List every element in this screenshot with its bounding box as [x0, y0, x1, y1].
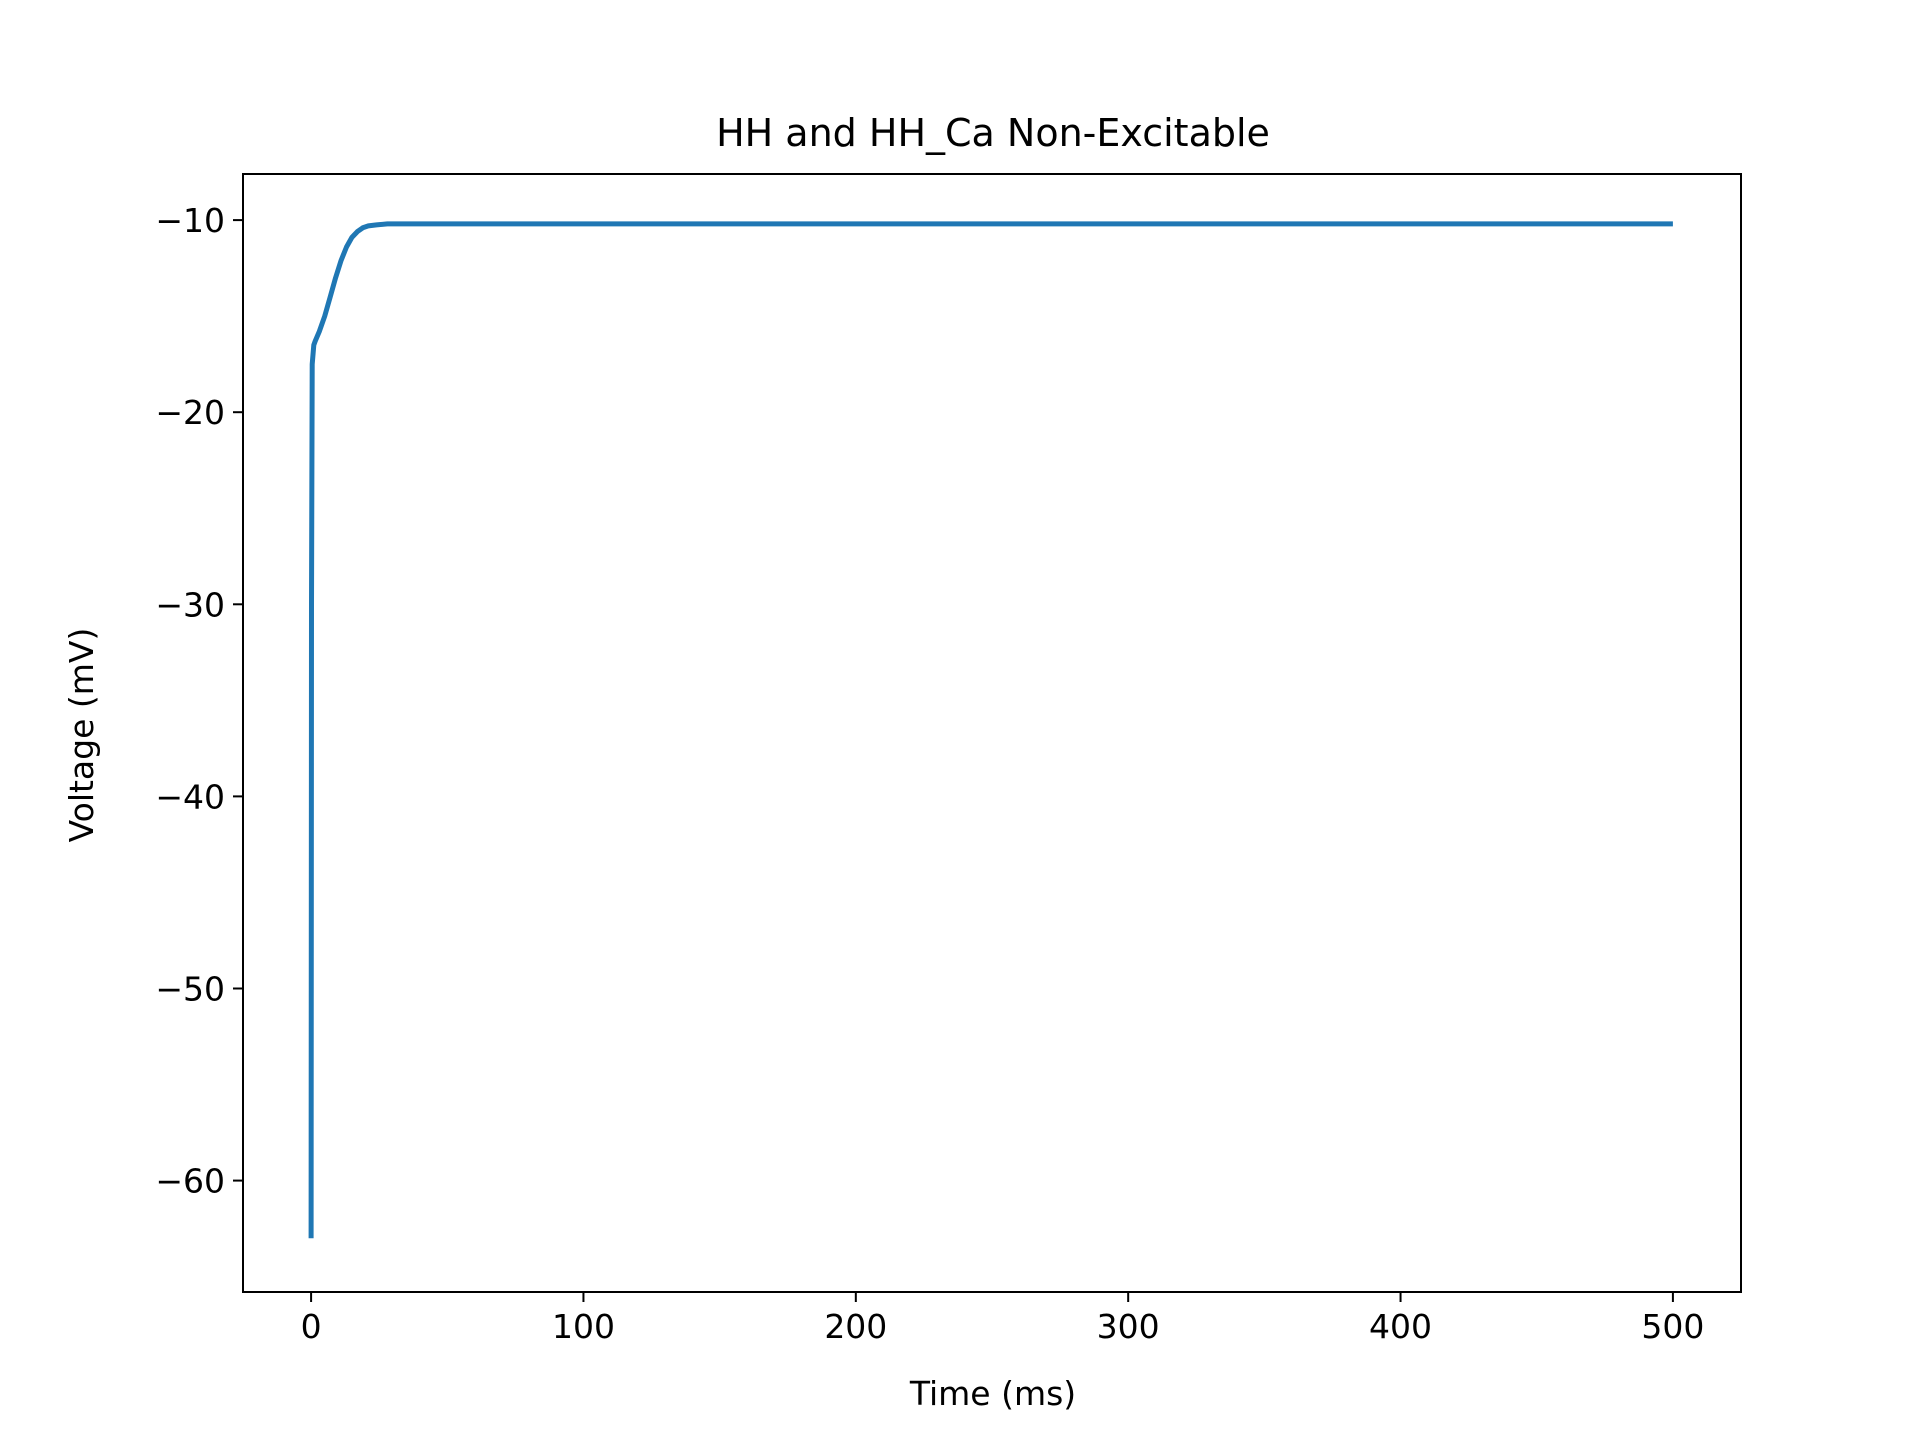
- y-tick-label: −40: [155, 777, 225, 816]
- chart-title: HH and HH_Ca Non-Excitable: [716, 111, 1270, 155]
- x-axis-ticks: 0 100 200 300 400 500: [301, 1292, 1704, 1346]
- y-tick-label: −30: [155, 585, 225, 624]
- x-tick-label: 400: [1369, 1307, 1432, 1346]
- y-tick-label: −10: [155, 201, 225, 240]
- x-tick-label: 300: [1097, 1307, 1160, 1346]
- x-tick-label: 100: [552, 1307, 615, 1346]
- y-tick-label: −50: [155, 969, 225, 1008]
- x-axis-label: Time (ms): [909, 1374, 1076, 1413]
- x-tick-label: 200: [824, 1307, 887, 1346]
- plot-area: [308, 221, 1673, 1239]
- x-tick-label: 0: [301, 1307, 322, 1346]
- y-axis-ticks: −60 −50 −40 −30 −20 −10: [155, 201, 243, 1201]
- y-tick-label: −60: [155, 1162, 225, 1201]
- x-tick-label: 500: [1641, 1307, 1704, 1346]
- axes-frame: [242, 173, 1742, 1293]
- y-tick-label: −20: [155, 393, 225, 432]
- y-axis-label: Voltage (mV): [62, 628, 101, 843]
- series-line-0: [308, 221, 1673, 1239]
